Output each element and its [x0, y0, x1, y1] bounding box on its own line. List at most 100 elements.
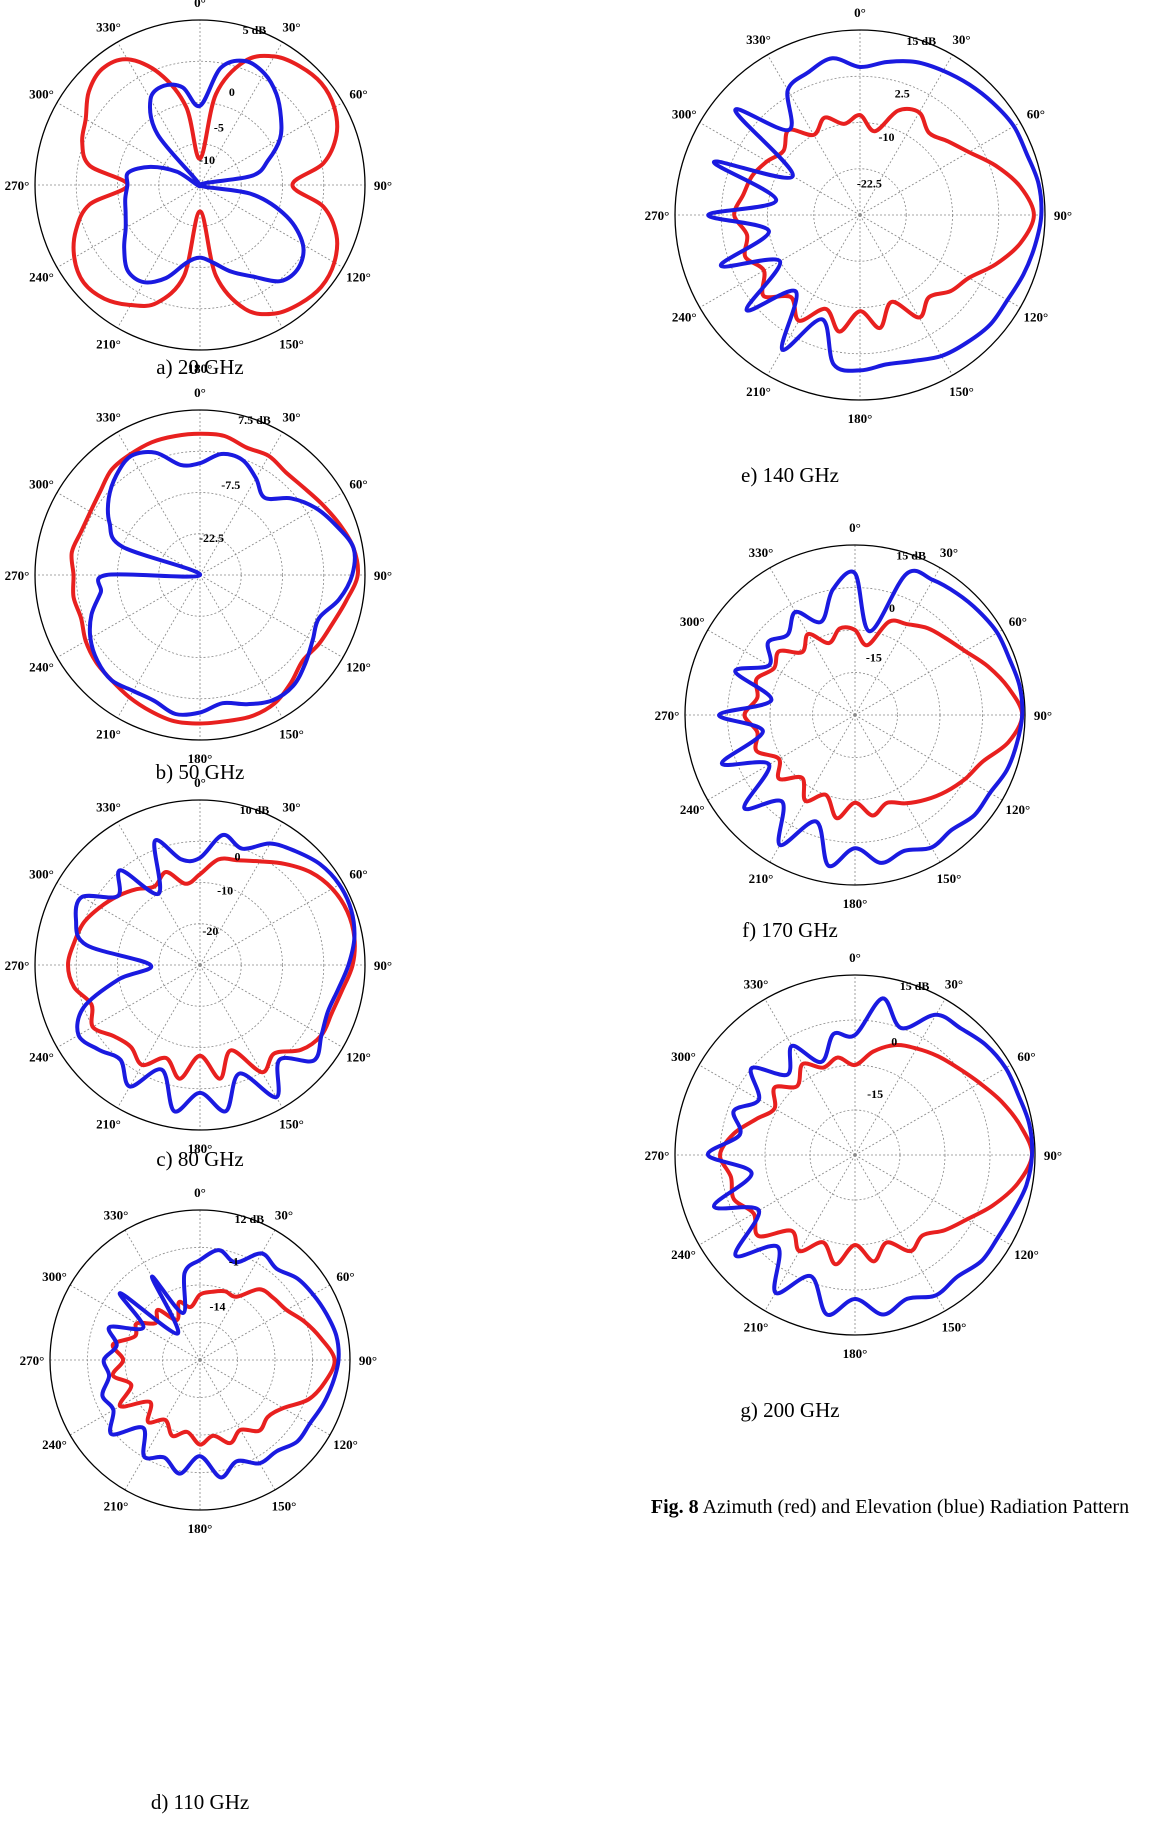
grid-ring	[75, 840, 325, 1090]
series-azimuth-line	[742, 618, 1025, 821]
grid-spoke	[199, 574, 283, 719]
grid-spoke	[769, 714, 856, 863]
grid-spoke	[199, 964, 344, 1048]
radial-tick-label: 5 dB	[243, 23, 267, 37]
angle-tick-label: 300°	[680, 614, 705, 629]
radial-tick-label: -10	[199, 153, 215, 167]
grid-spoke	[56, 102, 201, 186]
radial-tick-label: 0	[889, 601, 895, 615]
angle-tick-label: 30°	[945, 977, 963, 992]
angle-tick-label: 120°	[346, 270, 371, 285]
series-elevation-line	[73, 832, 357, 1114]
grid-spoke	[199, 1359, 276, 1491]
radial-tick-label: -15	[867, 1087, 883, 1101]
grid-ring	[719, 1019, 991, 1291]
grid-spoke	[699, 122, 861, 216]
angle-tick-label: 30°	[282, 20, 300, 35]
radial-tick-label: -1	[229, 1254, 239, 1268]
grid-ring	[812, 672, 898, 758]
grid-ring	[727, 587, 983, 843]
angle-tick-label: 180°	[188, 751, 213, 766]
angle-tick-label: 330°	[749, 545, 774, 560]
grid-spoke	[707, 714, 856, 801]
angle-tick-label: 270°	[5, 568, 30, 583]
angle-tick-label: 30°	[282, 410, 300, 425]
series-azimuth-line	[110, 1287, 337, 1447]
angle-tick-label: 240°	[29, 270, 54, 285]
polar-plot-svg-e: 0° 30° 60° 90° 120° 150° 180° 210° 240° 270° 300° 3…	[645, 5, 1072, 426]
angle-tick-label: 60°	[1027, 107, 1045, 122]
angle-tick-label: 120°	[1005, 802, 1030, 817]
grid-spoke	[764, 1154, 856, 1312]
grid-spoke	[199, 964, 283, 1109]
figure-caption-text: Azimuth (red) and Elevation (blue) Radia…	[702, 1496, 1130, 1518]
figure-caption: Fig. 8 Azimuth (red) and Elevation (blue…	[620, 1495, 1160, 1520]
series-azimuth-line	[66, 856, 357, 1081]
angle-tick-label: 180°	[188, 1521, 213, 1536]
angle-tick-label: 60°	[1017, 1049, 1035, 1064]
angle-tick-label: 30°	[952, 32, 970, 47]
grid-spoke	[199, 1284, 331, 1361]
grid-spoke	[124, 1229, 201, 1361]
angle-tick-label: 90°	[1054, 208, 1072, 223]
angle-tick-label: 60°	[336, 1269, 354, 1284]
angle-tick-label: 120°	[346, 660, 371, 675]
angle-tick-label: 120°	[346, 1050, 371, 1065]
grid-spoke	[854, 567, 941, 716]
angle-tick-label: 240°	[680, 802, 705, 817]
angle-tick-label: 180°	[843, 896, 868, 911]
series-elevation-line	[706, 996, 1035, 1317]
angle-tick-label: 150°	[279, 1116, 304, 1131]
grid-spoke	[698, 1064, 856, 1156]
radial-tick-label: -10	[878, 130, 894, 144]
polar-plot-svg-b: 0° 30° 60° 90° 120° 150° 180° 210° 240° 270° 300° 3…	[5, 385, 392, 766]
angle-tick-label: 300°	[42, 1269, 67, 1284]
grid-spoke	[199, 492, 344, 576]
polar-chart-f: 0° 30° 60° 90° 120° 150° 180° 210° 240° 270° 300° 3…	[630, 505, 1070, 925]
grid-spoke	[199, 882, 344, 966]
grid-ring	[75, 60, 325, 310]
angle-tick-label: 0°	[194, 0, 206, 10]
angle-tick-label: 0°	[194, 1185, 206, 1200]
angle-tick-label: 90°	[359, 1353, 377, 1368]
radial-tick-label: -22.5	[857, 177, 882, 191]
caption-g: g) 200 GHz	[740, 1398, 840, 1422]
grid-spoke	[124, 1359, 201, 1491]
angle-tick-label: 210°	[96, 336, 121, 351]
polar-chart-d: 0° 30° 60° 90° 120° 150° 180° 210° 240° 270° 300° 3…	[0, 1175, 400, 1575]
radial-tick-label: 15 dB	[906, 34, 936, 48]
radial-tick-label: 7.5 dB	[238, 413, 271, 427]
angle-tick-label: 300°	[29, 87, 54, 102]
angle-tick-label: 90°	[1044, 1148, 1062, 1163]
radial-tick-label: -20	[202, 924, 218, 938]
grid-spoke	[859, 54, 953, 216]
grid-spoke	[69, 1284, 201, 1361]
angle-tick-label: 90°	[374, 568, 392, 583]
angle-tick-label: 330°	[96, 800, 121, 815]
polar-frame	[674, 974, 1036, 1336]
caption-f: f) 170 GHz	[742, 918, 838, 942]
radial-tick-label: 12 dB	[234, 1212, 264, 1226]
grid-spoke	[56, 574, 201, 658]
caption-c: c) 80 GHz	[156, 1147, 244, 1171]
radial-tick-label: -10	[217, 884, 233, 898]
radial-tick-label: -15	[866, 650, 882, 664]
radial-tick-label: 0	[891, 1035, 897, 1049]
angle-tick-label: 90°	[374, 178, 392, 193]
angle-tick-label: 60°	[349, 87, 367, 102]
polar-chart-c: 0° 30° 60° 90° 120° 150° 180° 210° 240° 270° 300° 3…	[0, 775, 400, 1200]
grid-ring	[124, 1284, 276, 1436]
caption-b: b) 50 GHz	[155, 760, 245, 784]
angle-tick-label: 210°	[749, 871, 774, 886]
angle-tick-label: 240°	[42, 1437, 67, 1452]
radial-tick-label: -5	[214, 121, 224, 135]
polar-chart-e: 0° 30° 60° 90° 120° 150° 180° 210° 240° 270° 300° 3…	[630, 0, 1072, 440]
angle-tick-label: 150°	[279, 336, 304, 351]
grid-spoke	[56, 492, 201, 576]
angle-tick-label: 330°	[96, 20, 121, 35]
grid-spoke	[859, 122, 1021, 216]
polar-frame	[684, 544, 1026, 886]
angle-tick-label: 270°	[5, 178, 30, 193]
angle-tick-label: 180°	[843, 1346, 868, 1361]
radial-tick-label: 15 dB	[896, 548, 926, 562]
